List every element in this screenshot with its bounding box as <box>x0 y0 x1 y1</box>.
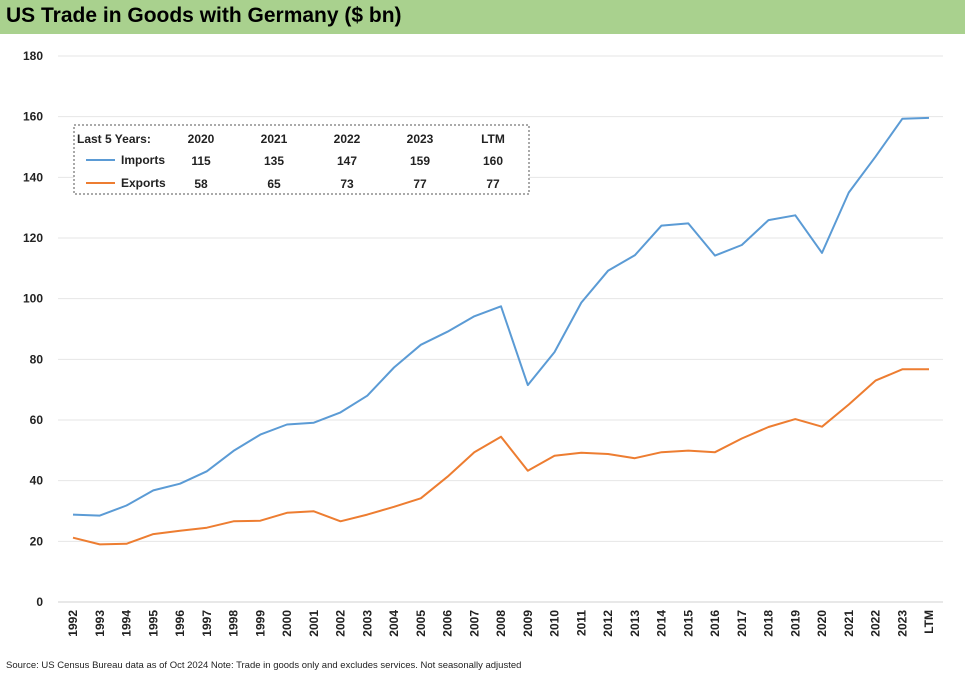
y-tick-label: 100 <box>23 292 43 306</box>
x-tick-label: 2020 <box>815 610 829 637</box>
legend-table-value: 147 <box>337 154 357 168</box>
x-tick-label: 2003 <box>360 610 374 637</box>
x-tick-label: 2022 <box>869 610 883 637</box>
series-line-exports <box>72 368 929 546</box>
x-tick-label: 2004 <box>387 610 401 637</box>
x-tick-label: 2023 <box>895 610 909 637</box>
x-tick-label: 2000 <box>280 610 294 637</box>
x-tick-label: 2021 <box>842 610 856 637</box>
x-tick-label: 1997 <box>200 610 214 637</box>
legend-table-value: 58 <box>194 177 208 191</box>
x-tick-label: 2008 <box>494 610 508 637</box>
legend-table-value: 160 <box>483 154 503 168</box>
legend-table-header: Last 5 Years: <box>77 132 151 146</box>
x-tick-label: 2013 <box>628 610 642 637</box>
legend-table-value: 65 <box>267 177 281 191</box>
legend-label-imports: Imports <box>121 153 165 167</box>
x-tick-label: 1996 <box>173 610 187 637</box>
x-tick-label: 1995 <box>146 610 160 637</box>
x-tick-label: 1999 <box>253 610 267 637</box>
y-tick-label: 20 <box>30 534 44 548</box>
x-tick-label: 2007 <box>467 610 481 637</box>
legend-table-value: 115 <box>191 154 211 168</box>
x-tick-label: 1998 <box>227 610 241 637</box>
legend-label-exports: Exports <box>121 176 166 190</box>
legend-table-value: 159 <box>410 154 430 168</box>
x-tick-label: 2017 <box>735 610 749 637</box>
y-tick-label: 60 <box>30 413 44 427</box>
legend-table-column-header: 2022 <box>334 132 361 146</box>
x-tick-label: 2019 <box>788 610 802 637</box>
y-tick-label: 40 <box>30 474 44 488</box>
source-note: Source: US Census Bureau data as of Oct … <box>6 660 522 671</box>
x-tick-label: 2012 <box>601 610 615 637</box>
x-tick-label: 1993 <box>93 610 107 637</box>
series-line-imports <box>72 116 930 517</box>
legend-table-box <box>73 124 530 195</box>
x-tick-label: 2005 <box>414 610 428 637</box>
legend-table-column-header: 2020 <box>188 132 215 146</box>
x-tick-label: 1992 <box>66 610 80 637</box>
x-tick-label: 2002 <box>334 610 348 637</box>
y-tick-label: 180 <box>23 49 43 63</box>
x-tick-label: LTM <box>922 610 936 634</box>
x-tick-label: 2015 <box>681 610 695 637</box>
y-tick-label: 120 <box>23 231 43 245</box>
y-tick-label: 140 <box>23 170 43 184</box>
legend-table-column-header: 2021 <box>261 132 288 146</box>
chart-title: US Trade in Goods with Germany ($ bn) <box>6 4 402 27</box>
x-tick-label: 2018 <box>762 610 776 637</box>
legend-table-value: 135 <box>264 154 284 168</box>
y-tick-label: 0 <box>36 595 43 609</box>
x-tick-label: 2009 <box>521 610 535 637</box>
x-tick-label: 2010 <box>548 610 562 637</box>
y-tick-label: 80 <box>30 352 44 366</box>
legend-table-value: 77 <box>413 177 427 191</box>
x-tick-label: 2014 <box>655 610 669 637</box>
x-tick-label: 1994 <box>120 610 134 637</box>
x-tick-label: 2006 <box>441 610 455 637</box>
title-bar: US Trade in Goods with Germany ($ bn) <box>0 0 965 34</box>
x-tick-label: 2011 <box>574 610 588 636</box>
line-chart: 0 20 40 60 80 100 120 140 160 180 1992 1993 1994 1995… <box>23 49 943 637</box>
legend-table-value: 73 <box>340 177 354 191</box>
legend-table-column-header: LTM <box>481 132 505 146</box>
legend-table-column-header: 2023 <box>407 132 434 146</box>
y-tick-label: 160 <box>23 110 43 124</box>
x-tick-label: 2016 <box>708 610 722 637</box>
legend-table-value: 77 <box>486 177 500 191</box>
x-tick-label: 2001 <box>307 610 321 637</box>
